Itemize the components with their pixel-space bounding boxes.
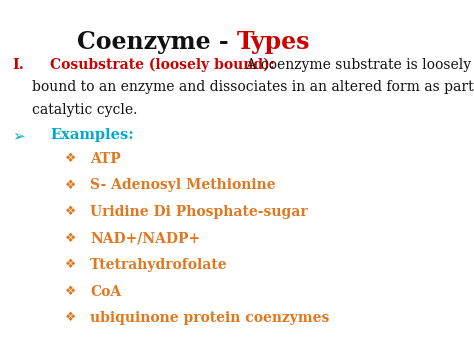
Text: ❖: ❖ xyxy=(65,152,76,165)
Text: Cosubstrate (loosely bound):: Cosubstrate (loosely bound): xyxy=(50,58,275,72)
Text: NAD+/NADP+: NAD+/NADP+ xyxy=(90,231,200,246)
Text: Types: Types xyxy=(237,30,310,54)
Text: ❖: ❖ xyxy=(65,284,76,297)
Text: bound to an enzyme and dissociates in an altered form as part of the: bound to an enzyme and dissociates in an… xyxy=(32,80,474,94)
Text: ➢: ➢ xyxy=(12,128,25,143)
Text: S- Adenosyl Methionine: S- Adenosyl Methionine xyxy=(90,179,275,192)
Text: ❖: ❖ xyxy=(65,231,76,245)
Text: CoA: CoA xyxy=(90,284,121,299)
Text: catalytic cycle.: catalytic cycle. xyxy=(32,103,137,117)
Text: ❖: ❖ xyxy=(65,258,76,271)
Text: Ttetrahydrofolate: Ttetrahydrofolate xyxy=(90,258,228,272)
Text: ubiquinone protein coenzymes: ubiquinone protein coenzymes xyxy=(90,311,329,325)
Text: I.: I. xyxy=(12,58,24,72)
Text: Examples:: Examples: xyxy=(50,128,134,142)
Text: ATP: ATP xyxy=(90,152,121,166)
Text: ❖: ❖ xyxy=(65,311,76,324)
Text: Uridine Di Phosphate-sugar: Uridine Di Phosphate-sugar xyxy=(90,205,308,219)
Text: A coenzyme substrate is loosely: A coenzyme substrate is loosely xyxy=(242,58,471,72)
Text: ❖: ❖ xyxy=(65,179,76,191)
Text: ❖: ❖ xyxy=(65,205,76,218)
Text: Coenzyme -: Coenzyme - xyxy=(77,30,237,54)
